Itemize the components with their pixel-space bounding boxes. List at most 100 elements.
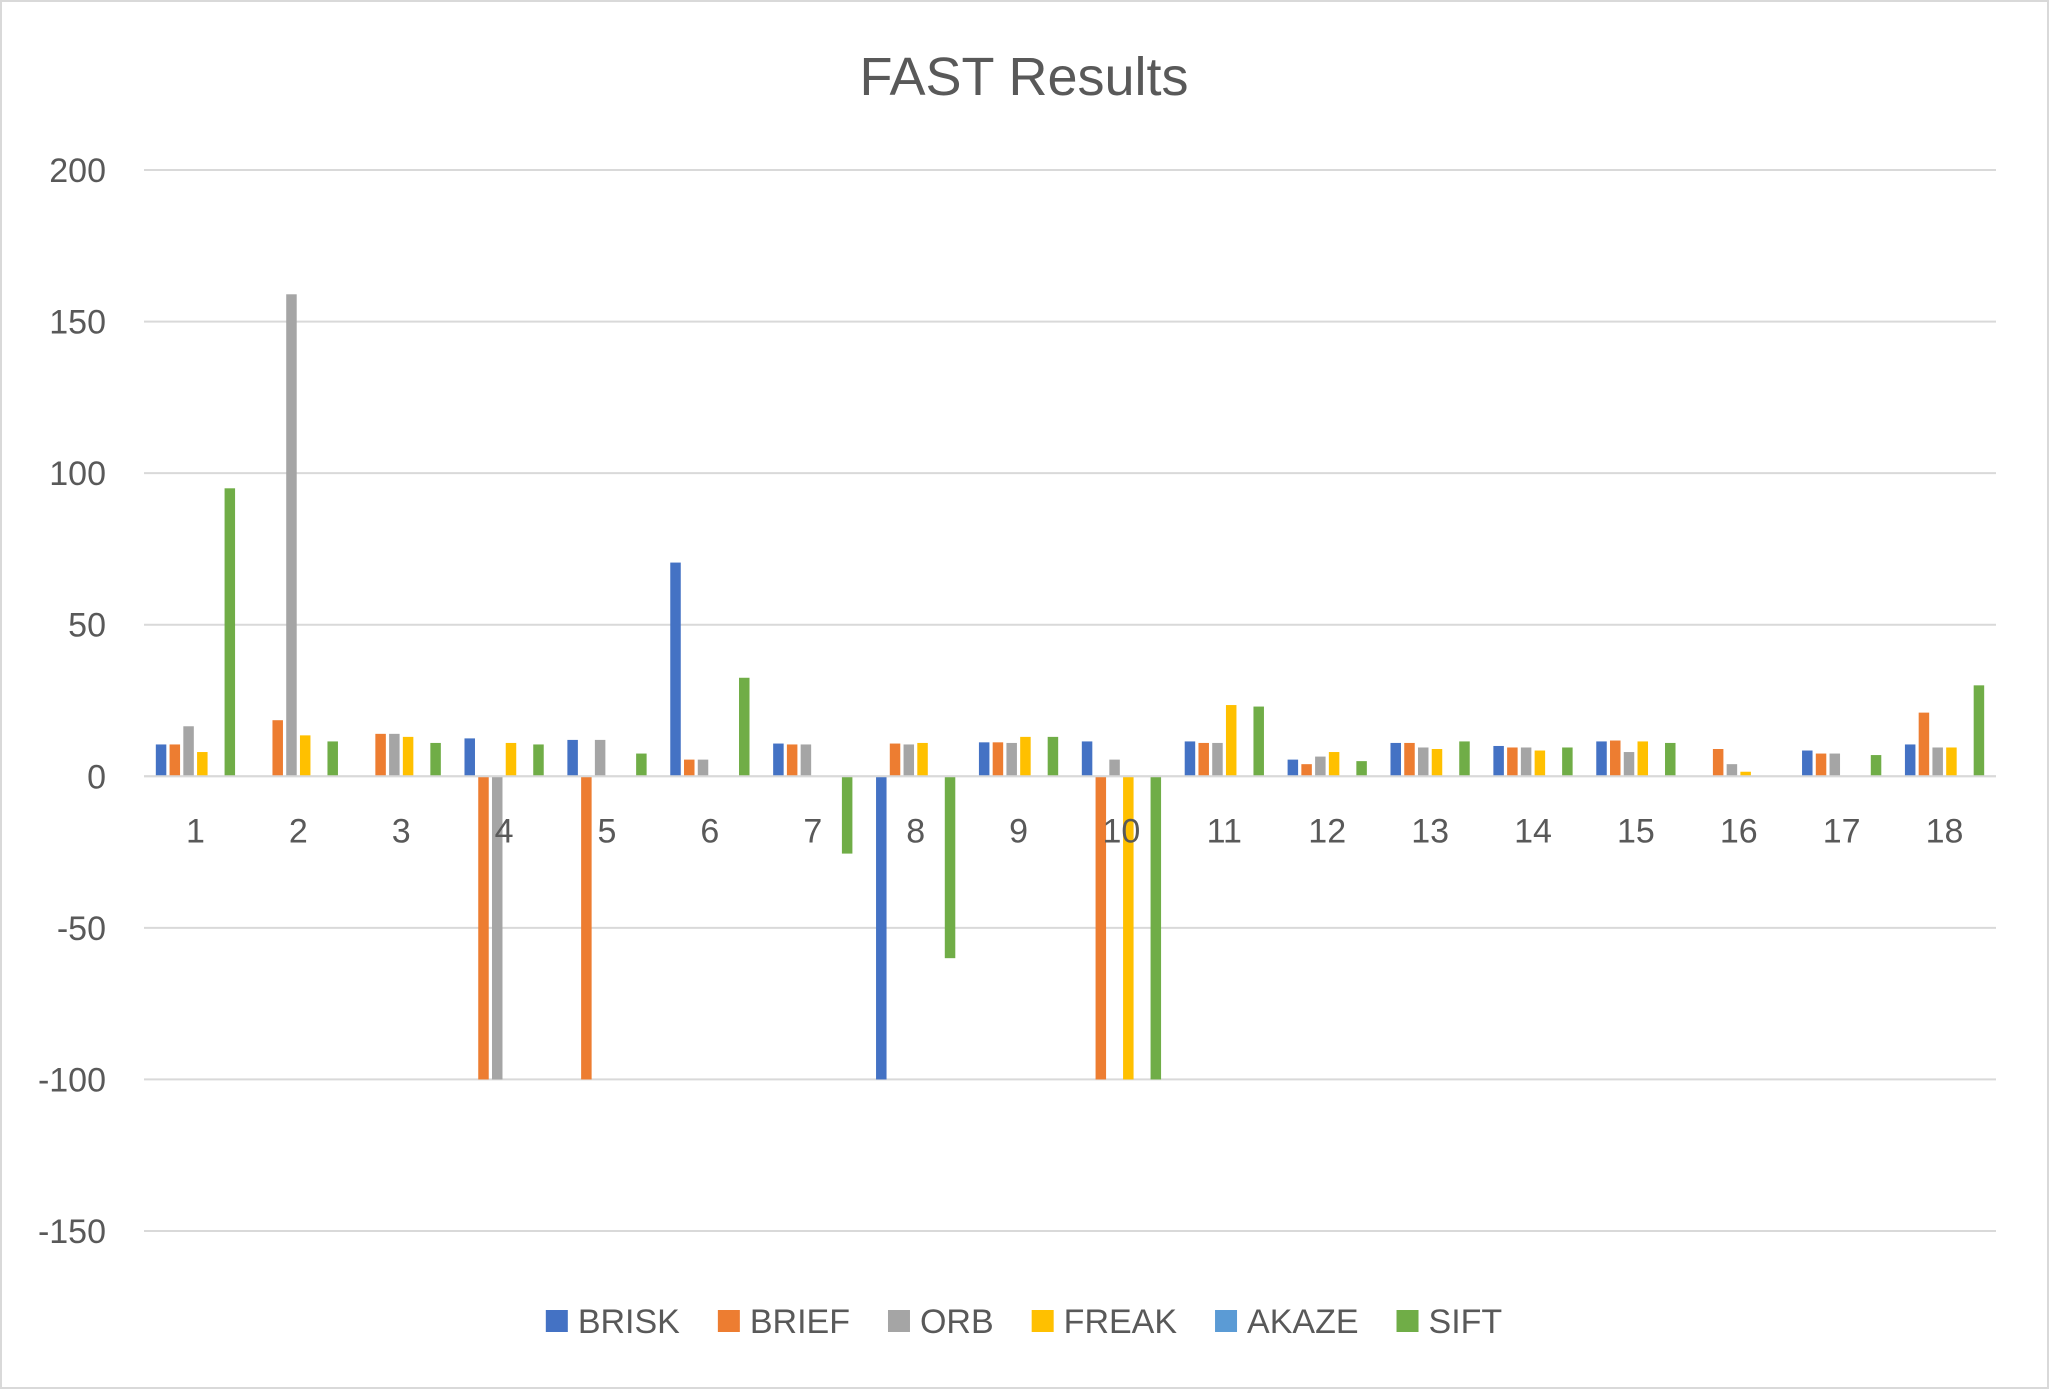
bar-orb-6 bbox=[697, 759, 709, 777]
bar-orb-15 bbox=[1623, 752, 1635, 777]
bar-brisk-1 bbox=[155, 744, 167, 777]
legend-item-freak: FREAK bbox=[1031, 1303, 1178, 1341]
bar-orb-3 bbox=[389, 733, 400, 777]
bar-orb-18 bbox=[1932, 747, 1943, 777]
x-tick-label: 9 bbox=[1009, 812, 1028, 850]
bar-brisk-9 bbox=[978, 742, 990, 777]
y-tick-label: 200 bbox=[49, 152, 106, 190]
legend-label: FREAK bbox=[1064, 1303, 1178, 1341]
bar-brisk-8 bbox=[876, 776, 887, 1080]
bar-sift-7 bbox=[841, 776, 853, 854]
bar-brief-11 bbox=[1198, 742, 1209, 777]
bars bbox=[144, 294, 1996, 1080]
bar-orb-4 bbox=[491, 776, 503, 1080]
y-tick-label: -100 bbox=[38, 1061, 106, 1099]
x-tick-label: 8 bbox=[906, 812, 925, 850]
legend-label: SIFT bbox=[1429, 1303, 1503, 1341]
bar-orb-5 bbox=[594, 739, 606, 777]
bar-brisk-15 bbox=[1596, 741, 1607, 777]
bar-orb-2 bbox=[286, 294, 297, 777]
bar-brisk-14 bbox=[1493, 745, 1504, 777]
bar-freak-1 bbox=[197, 752, 208, 777]
y-tick-label: 50 bbox=[68, 607, 106, 645]
bar-orb-17 bbox=[1829, 753, 1841, 777]
legend-item-brisk: BRISK bbox=[545, 1303, 680, 1341]
bar-freak-15 bbox=[1637, 741, 1649, 777]
bar-brief-4 bbox=[478, 776, 489, 1080]
bar-brief-12 bbox=[1301, 764, 1312, 777]
x-tick-label: 15 bbox=[1617, 812, 1655, 850]
bar-sift-13 bbox=[1459, 741, 1470, 777]
bar-brief-6 bbox=[684, 759, 695, 777]
bar-brief-17 bbox=[1815, 753, 1827, 777]
bar-freak-2 bbox=[299, 735, 311, 777]
legend-swatch bbox=[1396, 1310, 1419, 1332]
bar-orb-16 bbox=[1726, 764, 1738, 777]
y-tick-label: -50 bbox=[57, 910, 106, 948]
x-axis-ticks: 1 2 3 4 5 6 7 8 9 10 11 12 13 14 15 16 17 18 bbox=[186, 812, 1963, 850]
bar-orb-12 bbox=[1315, 756, 1326, 777]
bar-brief-18 bbox=[1918, 712, 1930, 777]
bar-sift-18 bbox=[1973, 685, 1985, 777]
y-tick-label: 0 bbox=[87, 758, 106, 796]
bar-freak-18 bbox=[1946, 747, 1957, 777]
bar-brief-13 bbox=[1404, 742, 1415, 777]
bar-sift-11 bbox=[1253, 706, 1264, 777]
bar-sift-15 bbox=[1665, 742, 1676, 777]
bar-brief-3 bbox=[375, 733, 386, 777]
x-tick-label: 14 bbox=[1514, 812, 1552, 850]
bar-brief-1 bbox=[169, 744, 181, 777]
bar-brisk-18 bbox=[1904, 744, 1916, 777]
bar-sift-2 bbox=[327, 741, 338, 777]
bar-orb-9 bbox=[1006, 742, 1017, 777]
bar-brief-7 bbox=[786, 744, 798, 777]
bar-freak-3 bbox=[402, 736, 414, 777]
legend-swatch bbox=[1215, 1310, 1238, 1332]
legend-item-akaze: AKAZE bbox=[1215, 1303, 1359, 1341]
bar-freak-4 bbox=[505, 742, 517, 777]
bar-brisk-11 bbox=[1184, 741, 1196, 777]
bar-brief-14 bbox=[1507, 747, 1518, 777]
legend-item-brief: BRIEF bbox=[717, 1303, 850, 1341]
x-tick-label: 16 bbox=[1720, 812, 1758, 850]
legend-item-orb: ORB bbox=[887, 1303, 994, 1341]
chart-title: FAST Results bbox=[859, 47, 1188, 107]
bar-brief-15 bbox=[1610, 740, 1621, 777]
bar-freak-13 bbox=[1431, 749, 1443, 777]
bar-orb-13 bbox=[1417, 747, 1429, 777]
bar-freak-10 bbox=[1123, 776, 1134, 1080]
x-tick-label: 18 bbox=[1926, 812, 1964, 850]
gridlines bbox=[144, 169, 1996, 1232]
legend-swatch bbox=[717, 1310, 740, 1332]
bar-sift-14 bbox=[1562, 747, 1573, 777]
y-axis-ticks: 200 150 100 50 0 -50 -100 -150 bbox=[38, 152, 106, 1251]
x-tick-label: 1 bbox=[186, 812, 205, 850]
bar-brief-10 bbox=[1095, 776, 1107, 1080]
legend-label: AKAZE bbox=[1247, 1303, 1358, 1341]
legend-label: BRIEF bbox=[750, 1303, 850, 1341]
x-tick-label: 11 bbox=[1207, 812, 1242, 850]
bar-brisk-13 bbox=[1390, 742, 1401, 777]
legend: BRISK BRIEF ORB FREAK AKAZE SIFT bbox=[545, 1303, 1503, 1341]
x-tick-label: 17 bbox=[1823, 812, 1861, 850]
bar-freak-9 bbox=[1020, 736, 1031, 777]
y-tick-label: -150 bbox=[38, 1213, 106, 1251]
bar-orb-14 bbox=[1520, 747, 1532, 777]
legend-swatch bbox=[887, 1310, 910, 1332]
bar-brisk-7 bbox=[773, 743, 784, 777]
legend-label: BRISK bbox=[578, 1303, 680, 1341]
x-tick-label: 13 bbox=[1411, 812, 1449, 850]
legend-item-sift: SIFT bbox=[1396, 1303, 1503, 1341]
bar-freak-16 bbox=[1740, 771, 1751, 777]
bar-orb-8 bbox=[903, 744, 915, 777]
bar-freak-8 bbox=[917, 742, 928, 777]
bar-sift-4 bbox=[533, 744, 544, 777]
bar-brisk-6 bbox=[670, 562, 681, 777]
x-tick-label: 7 bbox=[803, 812, 822, 850]
bar-orb-10 bbox=[1109, 759, 1120, 777]
legend-swatch bbox=[545, 1310, 568, 1332]
bar-brisk-5 bbox=[567, 739, 578, 777]
x-tick-label: 12 bbox=[1308, 812, 1346, 850]
bar-sift-5 bbox=[636, 753, 647, 777]
